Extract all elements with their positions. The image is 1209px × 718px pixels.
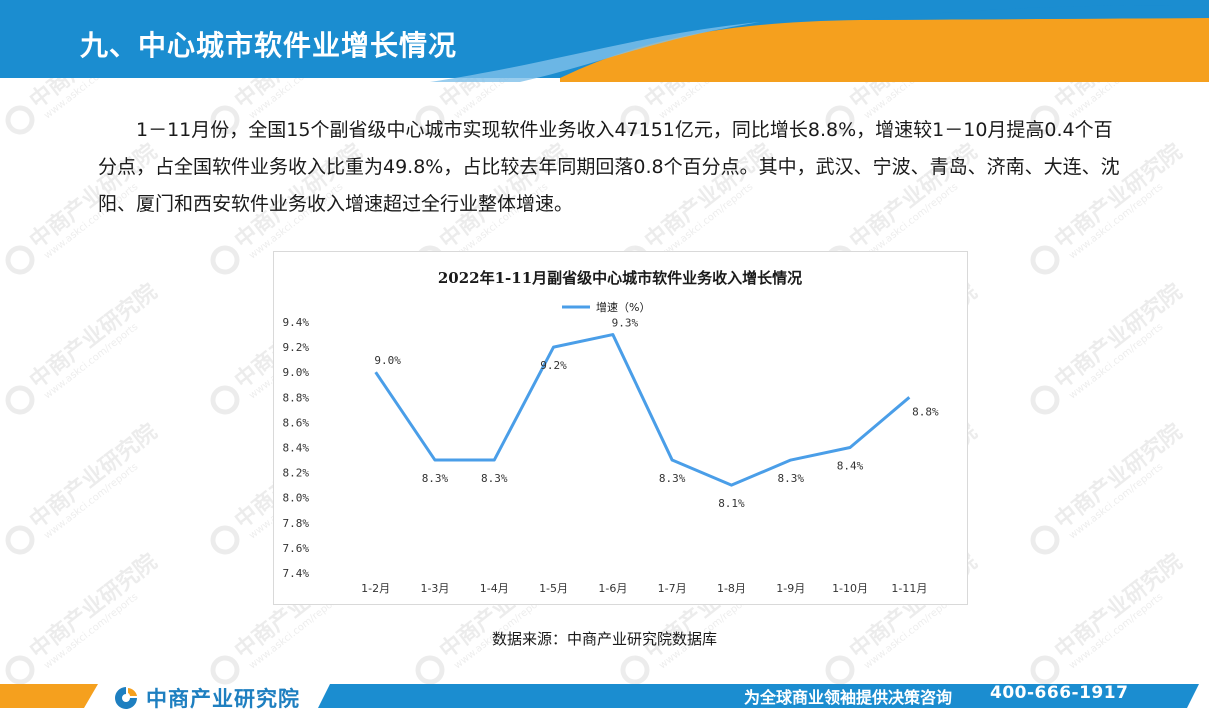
data-label: 9.3% (612, 317, 639, 330)
watermark-url: www.askci.com/reports (1067, 461, 1165, 541)
data-label: 9.0% (374, 354, 401, 367)
x-tick-label: 1-10月 (832, 582, 868, 595)
x-axis: 1-2月 1-3月 1-4月 1-5月 1-6月 1-7月 1-8月 1-9月 1-10月 1-1… (361, 582, 927, 595)
watermark-text: 中商产业研究院 (1050, 279, 1187, 394)
x-tick-label: 1-9月 (776, 582, 805, 595)
x-tick-label: 1-6月 (598, 582, 627, 595)
x-tick-label: 1-7月 (658, 582, 687, 595)
footer-logo: 中商产业研究院 (112, 683, 300, 713)
watermark-url: www.askci.com/reports (42, 461, 140, 541)
data-label: 8.1% (718, 497, 745, 510)
watermark-logo-icon (5, 105, 35, 135)
chart-title: 2022年1-11月副省级中心城市软件业务收入增长情况 (438, 269, 802, 287)
data-label: 8.3% (422, 472, 449, 485)
watermark-logo-icon (5, 385, 35, 415)
watermark-url: www.askci.com/reports (42, 321, 140, 401)
watermark-logo-icon (1030, 385, 1060, 415)
watermark-url: www.askci.com/reports (1067, 321, 1165, 401)
x-tick-label: 1-5月 (539, 582, 568, 595)
footer-phone: 400-666-1917 (990, 683, 1129, 703)
data-label: 8.3% (778, 472, 805, 485)
y-tick-label: 9.0% (283, 366, 310, 379)
header-banner (0, 0, 1209, 82)
y-tick-label: 7.4% (283, 567, 310, 580)
legend-label: 增速（%） (596, 300, 650, 314)
x-tick-label: 1-3月 (420, 582, 449, 595)
watermark-logo-icon (210, 245, 240, 275)
chart-container: 2022年1-11月副省级中心城市软件业务收入增长情况 增速（%） 7.4% 7.… (273, 251, 968, 605)
footer-slogan: 为全球商业领袖提供决策咨询 (744, 688, 953, 707)
y-tick-label: 8.4% (283, 442, 310, 455)
watermark-logo-icon (1030, 245, 1060, 275)
x-tick-label: 1-11月 (891, 582, 927, 595)
watermark-text: 中商产业研究院 (1050, 419, 1187, 534)
watermark-text: 中商产业研究院 (25, 419, 162, 534)
watermark-logo-icon (5, 525, 35, 555)
intro-paragraph: 1－11月份，全国15个副省级中心城市实现软件业务收入47151亿元，同比增长8… (98, 119, 1120, 215)
y-tick-label: 9.2% (283, 341, 310, 354)
footer-logo-text: 中商产业研究院 (146, 687, 300, 711)
data-label: 8.3% (659, 472, 686, 485)
y-tick-label: 7.6% (283, 542, 310, 555)
company-logo-icon (115, 687, 137, 709)
y-axis: 7.4% 7.6% 7.8% 8.0% 8.2% 8.4% 8.6% 8.8% 9.0% 9.2%… (283, 316, 310, 580)
page-title: 九、中心城市软件业增长情况 (80, 29, 458, 62)
data-label: 9.2% (540, 359, 567, 372)
y-tick-label: 8.6% (283, 416, 310, 429)
watermark-logo-icon (5, 245, 35, 275)
data-label: 8.8% (912, 405, 939, 418)
data-label: 8.3% (481, 472, 508, 485)
x-tick-label: 1-8月 (717, 582, 746, 595)
footer-banner (0, 684, 1199, 708)
series-line (374, 333, 911, 487)
y-tick-label: 8.8% (283, 391, 310, 404)
watermark-logo-icon (210, 385, 240, 415)
watermark-text: 中商产业研究院 (25, 279, 162, 394)
y-tick-label: 8.0% (283, 492, 310, 505)
data-label: 8.4% (837, 460, 864, 473)
watermark-logo-icon (1030, 525, 1060, 555)
data-labels: 9.0% 8.3% 8.3% 9.2% 9.3% 8.3% 8.1% 8.3% 8.4% 8.8% (374, 317, 939, 511)
watermark-logo-icon (210, 525, 240, 555)
x-tick-label: 1-4月 (480, 582, 509, 595)
y-tick-label: 7.8% (283, 517, 310, 530)
x-tick-label: 1-2月 (361, 582, 390, 595)
series-polyline (374, 333, 911, 487)
line-chart: 2022年1-11月副省级中心城市软件业务收入增长情况 增速（%） 7.4%7.… (283, 269, 939, 595)
y-tick-label: 8.2% (283, 467, 310, 480)
y-tick-label: 9.4% (283, 316, 310, 329)
source-note: 数据来源：中商产业研究院数据库 (491, 630, 717, 648)
